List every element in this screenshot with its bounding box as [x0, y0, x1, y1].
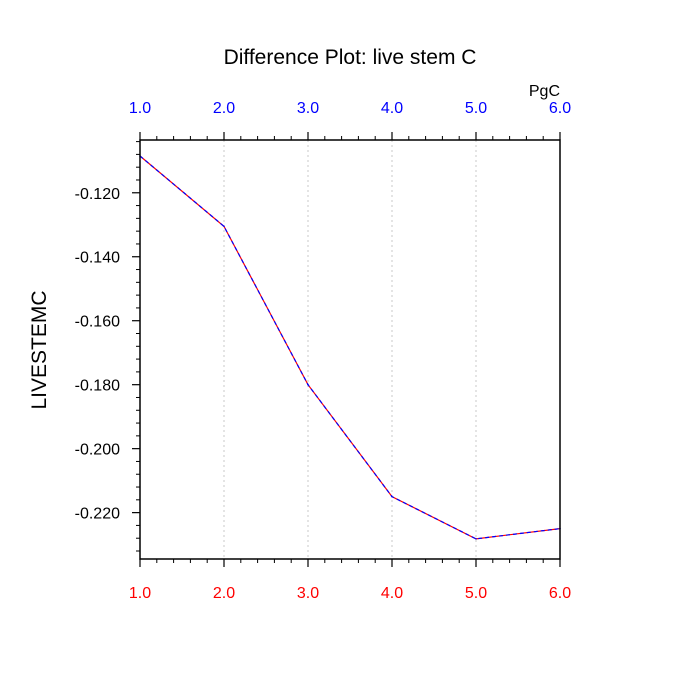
y-tick-label: -0.200	[75, 442, 120, 459]
series-line	[139, 155, 561, 540]
y-tick-label: -0.140	[75, 250, 120, 267]
y-tick-label: -0.160	[75, 314, 120, 331]
x-top-tick-label: 1.0	[129, 100, 151, 117]
x-top-tick-label: 2.0	[213, 100, 235, 117]
x-bottom-tick-label: 3.0	[297, 585, 319, 602]
data-point	[391, 495, 393, 498]
y-tick-label: -0.220	[75, 506, 120, 523]
x-bottom-tick-label: 5.0	[465, 585, 487, 602]
x-bottom-tick-label: 6.0	[549, 585, 571, 602]
chart-title: Difference Plot: live stem C	[224, 46, 477, 69]
y-tick-label: -0.120	[75, 186, 120, 203]
data-point	[307, 383, 309, 386]
data-point	[475, 538, 477, 540]
x-top-tick-label: 6.0	[549, 100, 571, 117]
plot-frame	[139, 139, 561, 560]
x-top-tick-label: 4.0	[381, 100, 403, 117]
series-line-overlay	[139, 155, 561, 540]
axis-ticks	[132, 132, 561, 567]
data-point	[223, 225, 225, 228]
units-label: PgC	[529, 83, 560, 100]
x-top-tick-label: 3.0	[297, 100, 319, 117]
x-top-tick-label: 5.0	[465, 100, 487, 117]
grid-lines	[223, 140, 477, 559]
x-bottom-tick-label: 1.0	[129, 585, 151, 602]
x-bottom-tick-label: 4.0	[381, 585, 403, 602]
y-axis-label: LIVESTEMC	[28, 290, 51, 409]
x-bottom-tick-label: 2.0	[213, 585, 235, 602]
series-lines	[139, 155, 561, 540]
y-tick-label: -0.180	[75, 378, 120, 395]
tick-labels: 1.0 2.0 3.0 4.0 5.0 6.0 1.0 2.0 3.0 4.0 5.0 6.0 -0.1…	[75, 100, 572, 602]
